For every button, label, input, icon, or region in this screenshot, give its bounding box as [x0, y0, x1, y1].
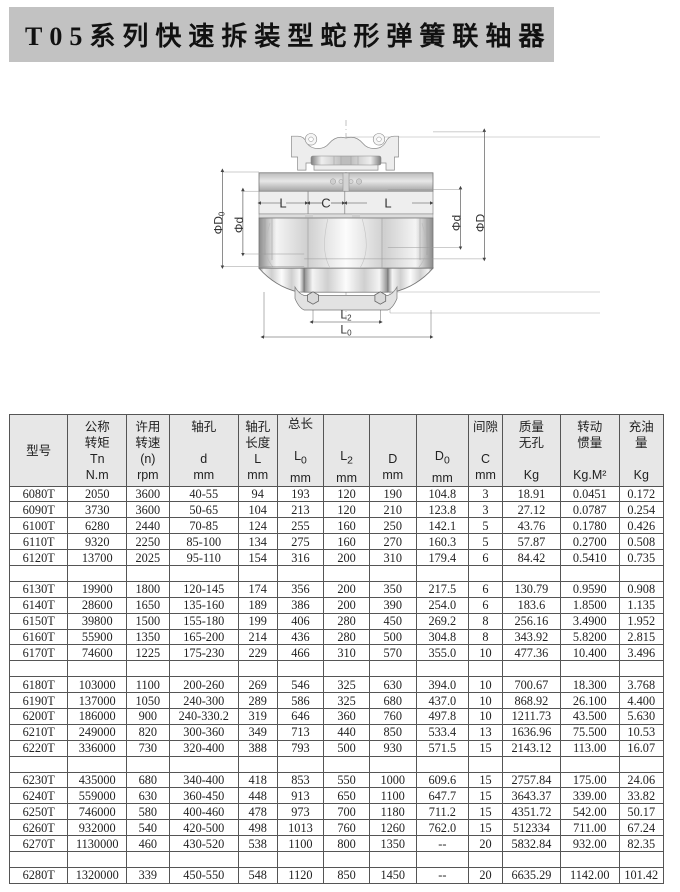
svg-text:L0: L0: [340, 323, 352, 338]
svg-text:L: L: [384, 196, 391, 211]
svg-text:Φd: Φd: [450, 215, 464, 231]
svg-text:ΦD0: ΦD0: [211, 211, 226, 234]
svg-text:Φd: Φd: [232, 217, 246, 233]
svg-text:C: C: [321, 196, 330, 211]
svg-text:ΦD: ΦD: [473, 214, 487, 233]
